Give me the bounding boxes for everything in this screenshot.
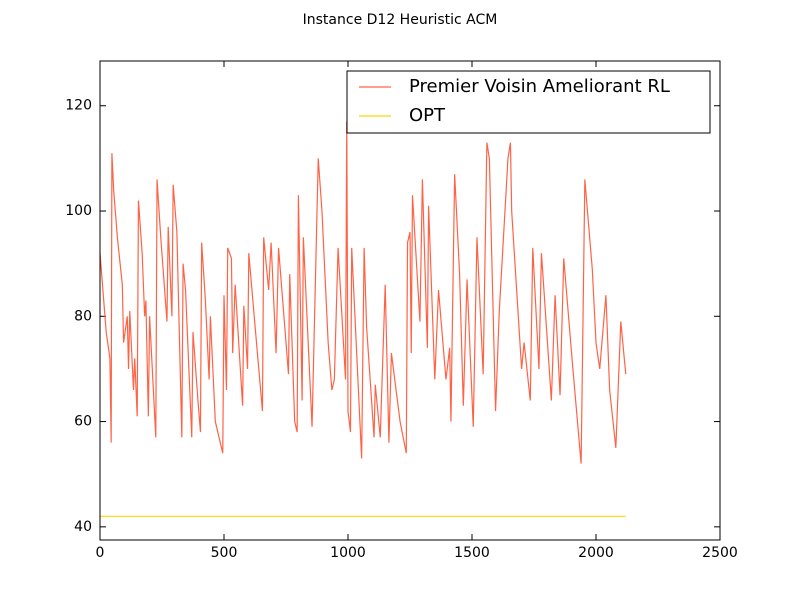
legend-label: Premier Voisin Ameliorant RL [409,76,670,97]
y-tick-label: 40 [74,519,92,535]
x-tick-label: 1500 [454,545,490,561]
y-tick-label: 120 [65,98,92,114]
chart-title: Instance D12 Heuristic ACM [303,12,498,28]
legend-box [346,70,711,134]
y-tick-label: 60 [74,414,92,430]
x-tick-label: 2500 [702,545,738,561]
x-tick-label: 500 [211,545,238,561]
x-tick-label: 2000 [578,545,614,561]
data-line [99,121,627,464]
x-tick-label: 1000 [330,545,366,561]
plot-frame [99,60,721,541]
y-tick-label: 100 [65,203,92,219]
legend-label: OPT [409,105,446,126]
y-tick-label: 80 [74,308,92,324]
x-tick-label: 0 [96,545,105,561]
